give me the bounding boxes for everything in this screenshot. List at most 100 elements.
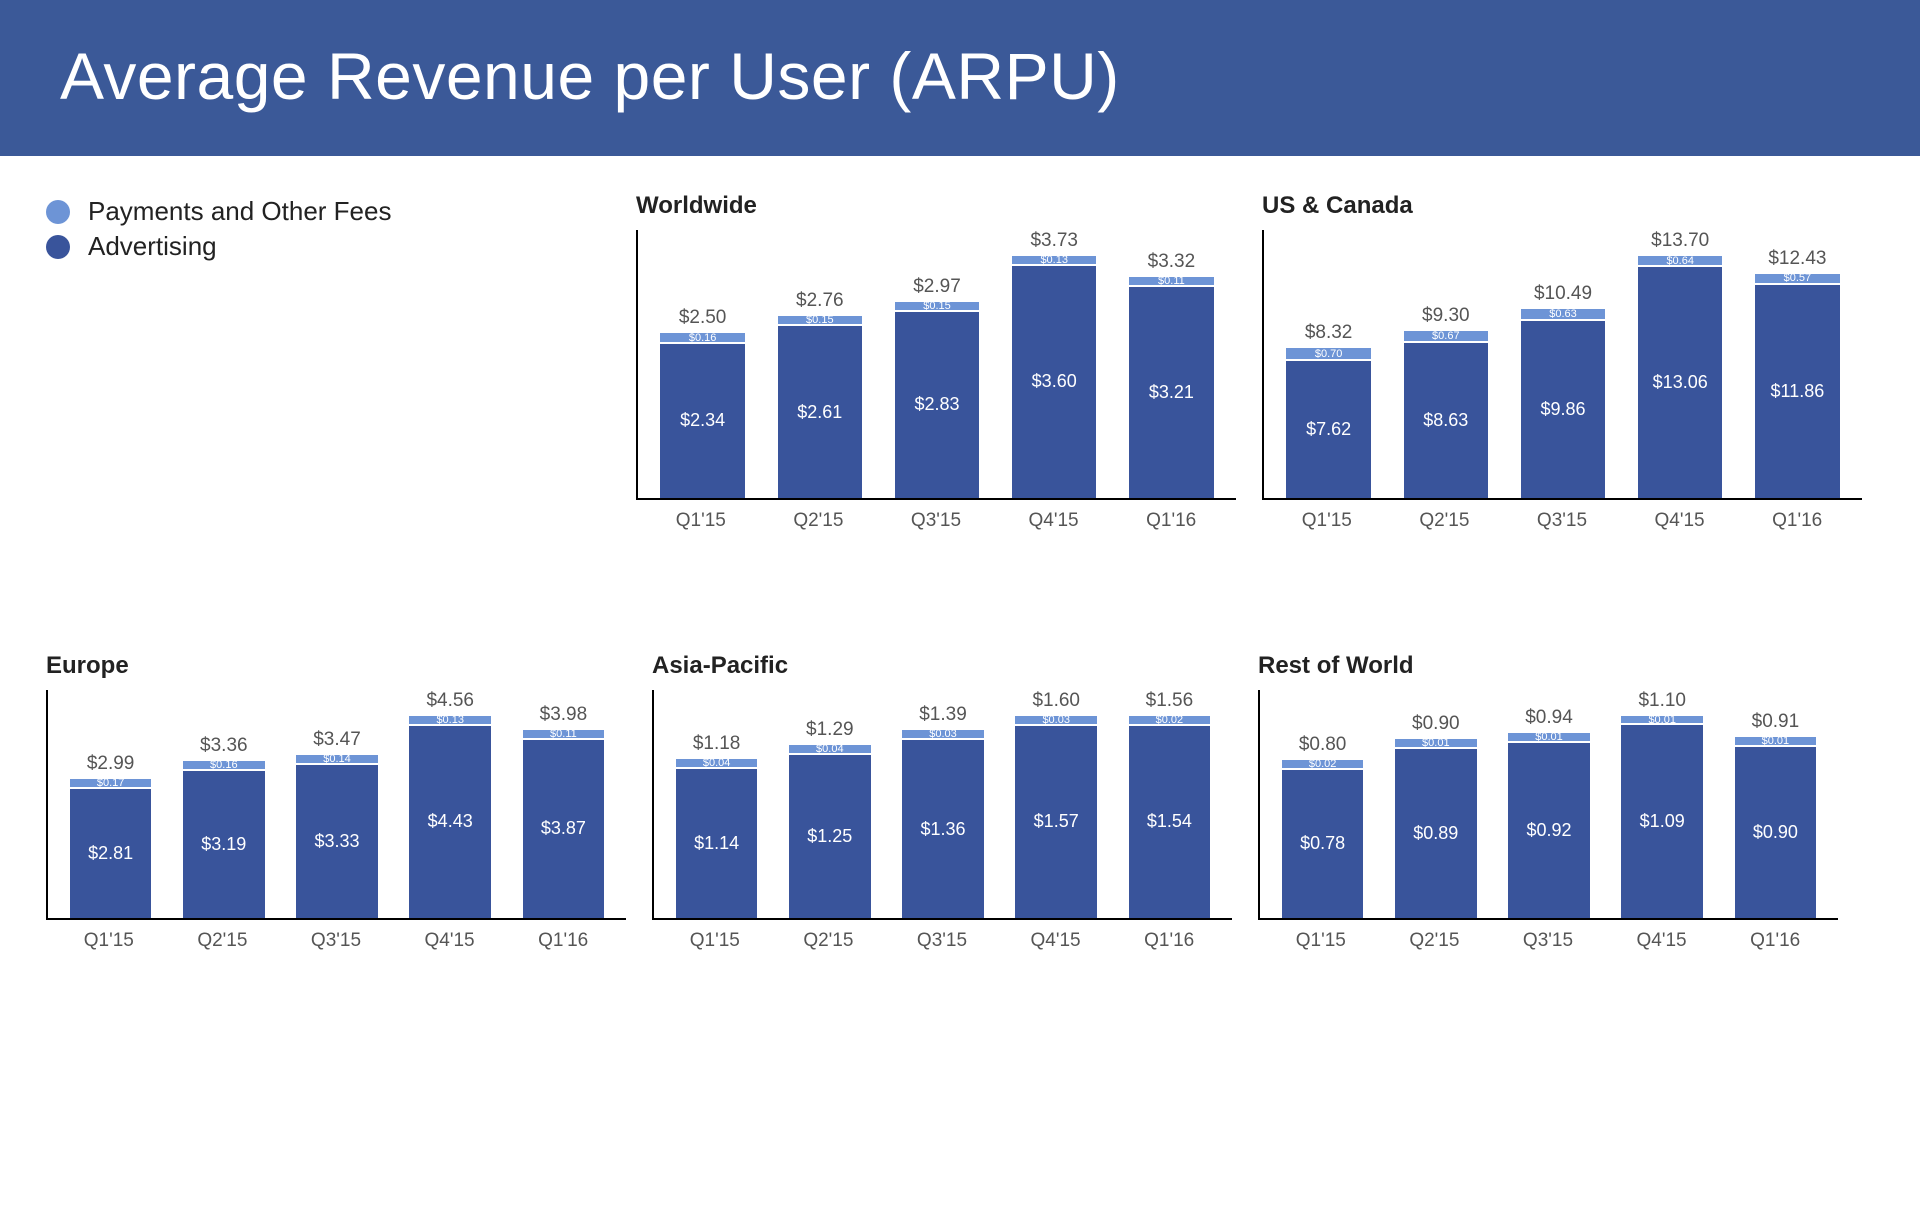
bar-segment-payments-label: $0.01 — [1395, 737, 1477, 749]
legend-dot-payments — [46, 200, 70, 224]
bar-total-label: $2.50 — [679, 307, 727, 329]
bar-segment-advertising: $13.06 — [1638, 267, 1722, 498]
bar-segment-advertising-label: $0.90 — [1735, 822, 1817, 843]
bar-segment-advertising: $1.14 — [676, 769, 758, 918]
chart-us-canada: US & Canada$8.32$0.70$7.62$9.30$0.67$8.6… — [1262, 192, 1862, 532]
bar-column: $4.56$0.13$4.43 — [394, 690, 507, 918]
x-axis-label: Q2'15 — [760, 510, 878, 532]
bar-column: $8.32 $0.70 $7.62 — [1270, 230, 1387, 498]
bar-segment-payments: $0.13 — [1012, 256, 1096, 266]
x-axis-label: Q1'16 — [1112, 510, 1230, 532]
bar-segment-advertising: $1.25 — [789, 755, 871, 918]
x-axis-label: Q2'15 — [166, 930, 280, 952]
x-axis-label: Q1'16 — [506, 930, 620, 952]
bar-segment-payments-label: $0.16 — [183, 759, 265, 771]
x-axis-label: Q3'15 — [877, 510, 995, 532]
bar-column: $9.30$0.67$8.63 — [1387, 230, 1504, 498]
bar-segment-payments-label: $0.04 — [789, 743, 871, 755]
bar-column: $3.32 $0.11 $3.21 — [1113, 230, 1230, 498]
x-axis: Q1'15Q2'15Q3'15Q4'15Q1'16 — [636, 500, 1236, 532]
bar-segment-payments-label: $0.63 — [1521, 308, 1605, 320]
page-title: Average Revenue per User (ARPU) — [0, 0, 1920, 156]
x-axis-label: Q1'15 — [658, 930, 772, 952]
bar-total-label: $9.30 — [1422, 305, 1470, 327]
chart-plot: $0.80$0.02$0.78$0.90$0.01$0.89$0.94$0.01… — [1258, 690, 1838, 920]
bar-segment-advertising-label: $1.54 — [1129, 811, 1211, 832]
bar-segment-advertising: $4.43 — [409, 726, 491, 918]
bar-segment-advertising-label: $11.86 — [1755, 381, 1839, 402]
bar-segment-payments: $0.70 — [1286, 348, 1370, 361]
bar-column: $1.60$0.03$1.57 — [1000, 690, 1113, 918]
x-axis-label: Q3'15 — [1503, 510, 1621, 532]
x-axis: Q1'15Q2'15Q3'15Q4'15Q1'16 — [652, 920, 1232, 952]
bar-column: $0.94$0.01$0.92 — [1492, 690, 1605, 918]
bar-segment-advertising: $2.81 — [70, 789, 152, 918]
legend-label: Advertising — [88, 231, 217, 262]
bar-column: $0.80$0.02$0.78 — [1266, 690, 1379, 918]
x-axis-label: Q4'15 — [393, 930, 507, 952]
bar-segment-advertising: $0.90 — [1735, 747, 1817, 918]
bar-column: $1.18$0.04$1.14 — [660, 690, 773, 918]
bar-total-label: $1.39 — [919, 704, 967, 726]
x-axis-label: Q2'15 — [772, 930, 886, 952]
bar-segment-advertising-label: $1.25 — [789, 826, 871, 847]
bar-segment-payments: $0.04 — [789, 745, 871, 755]
bar-segment-payments-label: $0.11 — [1129, 275, 1213, 287]
bar-total-label: $3.32 — [1148, 251, 1196, 273]
bar-segment-advertising: $3.87 — [523, 740, 605, 918]
bar-total-label: $4.56 — [426, 690, 474, 712]
bar-segment-payments: $0.02 — [1282, 760, 1364, 770]
bar-segment-payments-label: $0.67 — [1404, 330, 1488, 342]
bar-segment-advertising: $1.09 — [1621, 725, 1703, 918]
bar-column: $3.73$0.13$3.60 — [996, 230, 1113, 498]
x-axis-label: Q4'15 — [995, 510, 1113, 532]
bar-segment-advertising-label: $3.60 — [1012, 371, 1096, 392]
bar-column: $13.70$0.64$13.06 — [1622, 230, 1739, 498]
x-axis-label: Q1'16 — [1738, 510, 1856, 532]
bar-column: $1.29$0.04$1.25 — [773, 690, 886, 918]
bar-total-label: $8.32 — [1305, 322, 1353, 344]
bar-segment-payments-label: $0.14 — [296, 753, 378, 765]
bar-column: $0.90$0.01$0.89 — [1379, 690, 1492, 918]
bar-segment-payments-label: $0.03 — [1015, 714, 1097, 726]
bar-total-label: $2.99 — [87, 753, 135, 775]
x-axis-label: Q4'15 — [1621, 510, 1739, 532]
bar-segment-payments: $0.16 — [183, 761, 265, 771]
bar-segment-payments-label: $0.03 — [902, 728, 984, 740]
bar-segment-advertising-label: $3.87 — [523, 818, 605, 839]
bar-segment-payments-label: $0.15 — [778, 314, 862, 326]
bar-segment-advertising-label: $1.36 — [902, 819, 984, 840]
bar-segment-payments: $0.03 — [1015, 716, 1097, 726]
bar-segment-payments-label: $0.02 — [1282, 758, 1364, 770]
chart-worldwide: Worldwide $2.50$0.16$2.34$2.76$0.15$2.61$… — [636, 192, 1236, 532]
bar-segment-advertising-label: $2.83 — [895, 394, 979, 415]
x-axis: Q1'15Q2'15Q3'15Q4'15Q1'16 — [46, 920, 626, 952]
bar-total-label: $1.56 — [1146, 690, 1194, 712]
chart-plot: $2.50$0.16$2.34$2.76$0.15$2.61$2.97$0.15… — [636, 230, 1236, 500]
bar-column: $1.10$0.01$1.09 — [1606, 690, 1719, 918]
bar-segment-payments-label: $0.57 — [1755, 272, 1839, 284]
bar-segment-payments: $0.64 — [1638, 256, 1722, 267]
bar-segment-payments-label: $0.02 — [1129, 714, 1211, 726]
bar-segment-payments: $0.15 — [895, 302, 979, 312]
bar-segment-advertising-label: $0.78 — [1282, 833, 1364, 854]
x-axis-label: Q4'15 — [1605, 930, 1719, 952]
chart-title: Asia-Pacific — [652, 652, 1232, 680]
bar-total-label: $3.47 — [313, 729, 361, 751]
bar-segment-payments: $0.63 — [1521, 309, 1605, 320]
bar-segment-advertising: $1.57 — [1015, 726, 1097, 919]
bar-column: $2.50$0.16$2.34 — [644, 230, 761, 498]
bar-segment-advertising-label: $7.62 — [1286, 419, 1370, 440]
bar-segment-advertising: $3.60 — [1012, 266, 1096, 498]
chart-europe: Europe$2.99$0.17$2.81$3.36$0.16$3.19$3.4… — [46, 652, 626, 952]
bar-column: $0.91$0.01$0.90 — [1719, 690, 1832, 918]
x-axis-label: Q1'15 — [642, 510, 760, 532]
bar-segment-advertising: $1.36 — [902, 740, 984, 918]
bar-segment-advertising-label: $3.21 — [1129, 382, 1213, 403]
chart-title: Worldwide — [636, 192, 1236, 220]
bar-column: $10.49$0.63$9.86 — [1504, 230, 1621, 498]
x-axis-label: Q3'15 — [885, 930, 999, 952]
bar-column: $1.39 $0.03 $1.36 — [886, 690, 999, 918]
bar-segment-advertising-label: $0.89 — [1395, 823, 1477, 844]
bar-segment-payments-label: $0.13 — [1012, 254, 1096, 266]
